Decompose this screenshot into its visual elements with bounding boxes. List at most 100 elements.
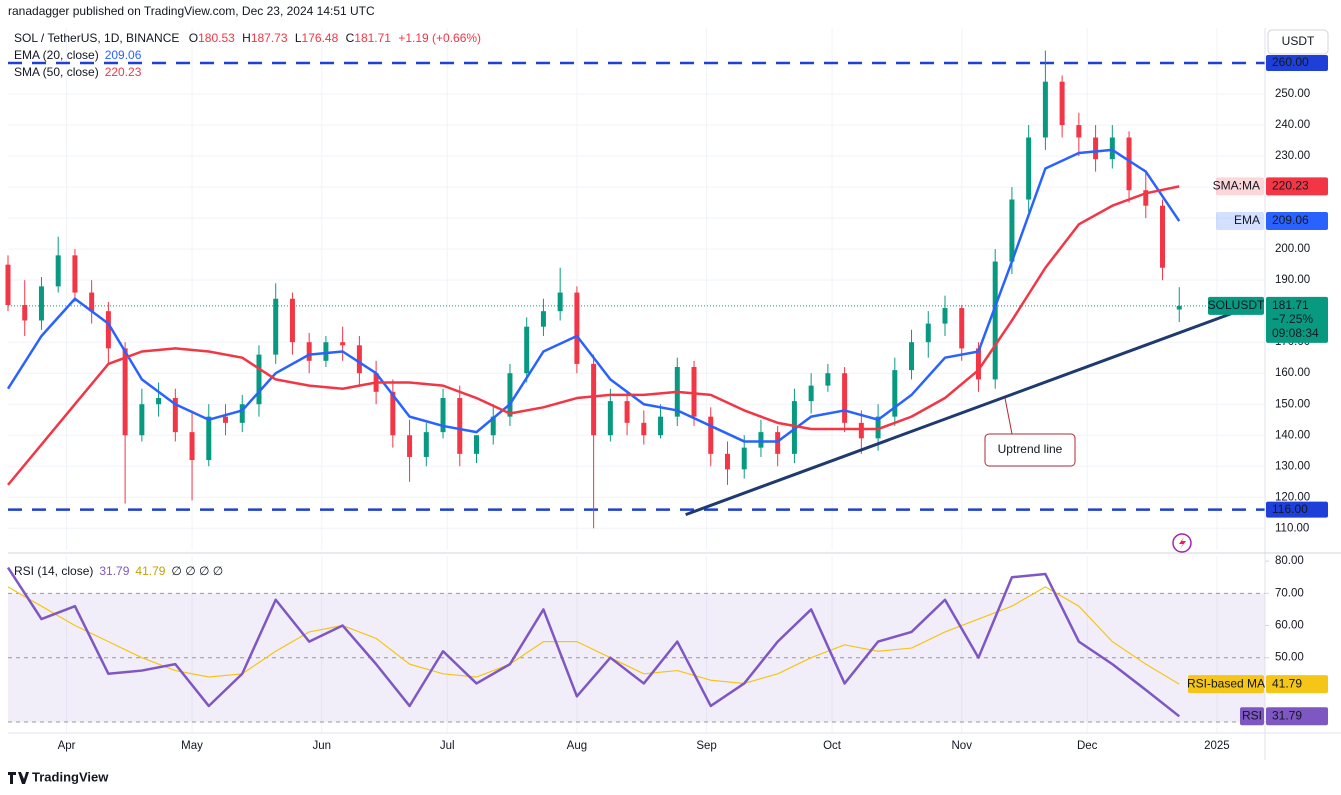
rsi-value: 31.79: [99, 564, 129, 578]
y-tick-label: 140.00: [1275, 429, 1310, 441]
currency[interactable]: USDT: [1282, 34, 1315, 48]
rsi-tick-label: 70.00: [1275, 587, 1304, 599]
sma-value-box: [1266, 177, 1328, 196]
candle-body: [1160, 205, 1166, 268]
candle-body: [775, 432, 781, 454]
x-tick-label: Sep: [696, 740, 716, 752]
rsi-name-box: [1240, 707, 1264, 726]
symbol-axis-name: SOLUSDT: [1208, 298, 1265, 312]
candle-body: [557, 292, 563, 312]
high-value: 187.73: [251, 31, 288, 45]
footer: TradingView: [8, 769, 109, 784]
candle-body: [323, 342, 329, 361]
ohlc-key: C: [346, 31, 355, 45]
candle-body: [72, 255, 78, 293]
rsi-tick-label: 50.00: [1275, 652, 1304, 664]
rsi-axis-name: RSI: [1242, 708, 1262, 722]
last-price: 181.71: [1272, 298, 1309, 312]
candle-body: [440, 398, 446, 433]
x-tick-label: 2025: [1204, 740, 1230, 752]
y-tick-label: 150.00: [1275, 398, 1310, 410]
level-box: [1266, 501, 1328, 518]
rsi-value-box: [1266, 707, 1328, 726]
candle-body: [724, 453, 730, 470]
candle-body: [256, 354, 262, 405]
alert-icon[interactable]: [1172, 533, 1192, 553]
plot: Uptrend line: [5, 28, 1269, 733]
candle-body: [942, 308, 948, 324]
icon-bolt[interactable]: [1179, 537, 1186, 549]
rsi-ma-line: [7, 586, 1180, 685]
icon-ring[interactable]: [1172, 533, 1192, 553]
candle-body: [289, 298, 295, 343]
candle-body: [1059, 81, 1065, 126]
low-value: 176.48: [302, 31, 339, 45]
y-tick-label: 190.00: [1275, 274, 1310, 286]
ohlc-key: O: [189, 31, 198, 45]
rsi-ma-axis-name: RSI-based MA: [1187, 676, 1265, 690]
candle-body: [306, 342, 312, 361]
ma-line: [7, 185, 1180, 486]
candle-body: [55, 255, 61, 287]
ohlc-key: L: [295, 31, 302, 45]
sma-name: SMA (50, close): [14, 65, 99, 79]
x-tick-label: Aug: [567, 740, 587, 752]
sma-axis-value: 220.23: [1272, 179, 1309, 193]
rsi-tick-label: 60.00: [1275, 620, 1304, 632]
ema-value: 209.06: [105, 48, 142, 62]
candle-body: [858, 422, 864, 439]
level-label: 260.00: [1272, 55, 1309, 69]
close-value: 181.71: [354, 31, 391, 45]
candle-body: [22, 304, 28, 321]
open-value: 180.53: [198, 31, 235, 45]
ma-line: [6, 148, 1181, 443]
candle-body: [959, 308, 965, 349]
x-tick-label: Apr: [58, 740, 76, 752]
candle-body: [1109, 137, 1115, 160]
candle-body: [1176, 305, 1182, 310]
candle-body: [825, 373, 831, 386]
candle-body: [1143, 190, 1149, 206]
candle-body: [223, 416, 229, 423]
rsi-line: [6, 566, 1181, 718]
ohlc-key: H: [242, 31, 251, 45]
rsi-band: [8, 593, 1265, 723]
candle-body: [691, 367, 697, 417]
x-tick-label: Oct: [823, 740, 842, 752]
last-price-box: [1266, 296, 1328, 343]
candle-body: [641, 422, 647, 436]
candle-body: [156, 398, 162, 405]
candle-body: [524, 326, 530, 374]
rsi-ma-value: 41.79: [135, 564, 165, 578]
candle-body: [507, 373, 513, 417]
candle-body: [457, 398, 463, 454]
candle-body: [105, 311, 111, 349]
candle-body: [5, 264, 11, 305]
y-tick-label: 250.00: [1275, 88, 1310, 100]
rsi-tick-label: 80.00: [1275, 555, 1304, 567]
currency-button[interactable]: [1267, 29, 1329, 55]
candle-body: [273, 298, 279, 355]
publisher-line: ranadagger published on TradingView.com,…: [8, 4, 375, 18]
ema-name-box: [1216, 212, 1264, 231]
symbol-box: [1208, 296, 1264, 315]
y-tick-label: 130.00: [1275, 460, 1310, 472]
candle-body: [189, 432, 195, 461]
candle-body: [356, 345, 362, 374]
candle-body: [925, 323, 931, 343]
x-tick-label: May: [181, 740, 203, 752]
countdown: 09:08:34: [1272, 326, 1319, 340]
sma-axis-name: SMA:MA: [1213, 179, 1260, 193]
sma-name-box: [1216, 177, 1264, 196]
symbol-title: SOL / TetherUS, 1D, BINANCE: [14, 31, 179, 45]
ema-axis-name: EMA: [1234, 213, 1260, 227]
legend: SOL / TetherUS, 1D, BINANCE O180.53 H187…: [14, 31, 481, 578]
candle-body: [607, 401, 613, 436]
x-tick-label: Nov: [952, 740, 973, 752]
candle-body: [875, 416, 881, 439]
candle-body: [206, 416, 212, 461]
annotation: Uptrend line: [998, 442, 1063, 456]
level-label: 116.00: [1272, 502, 1308, 516]
candle-body: [1009, 199, 1015, 262]
change-pct: −7.25%: [1272, 312, 1313, 326]
